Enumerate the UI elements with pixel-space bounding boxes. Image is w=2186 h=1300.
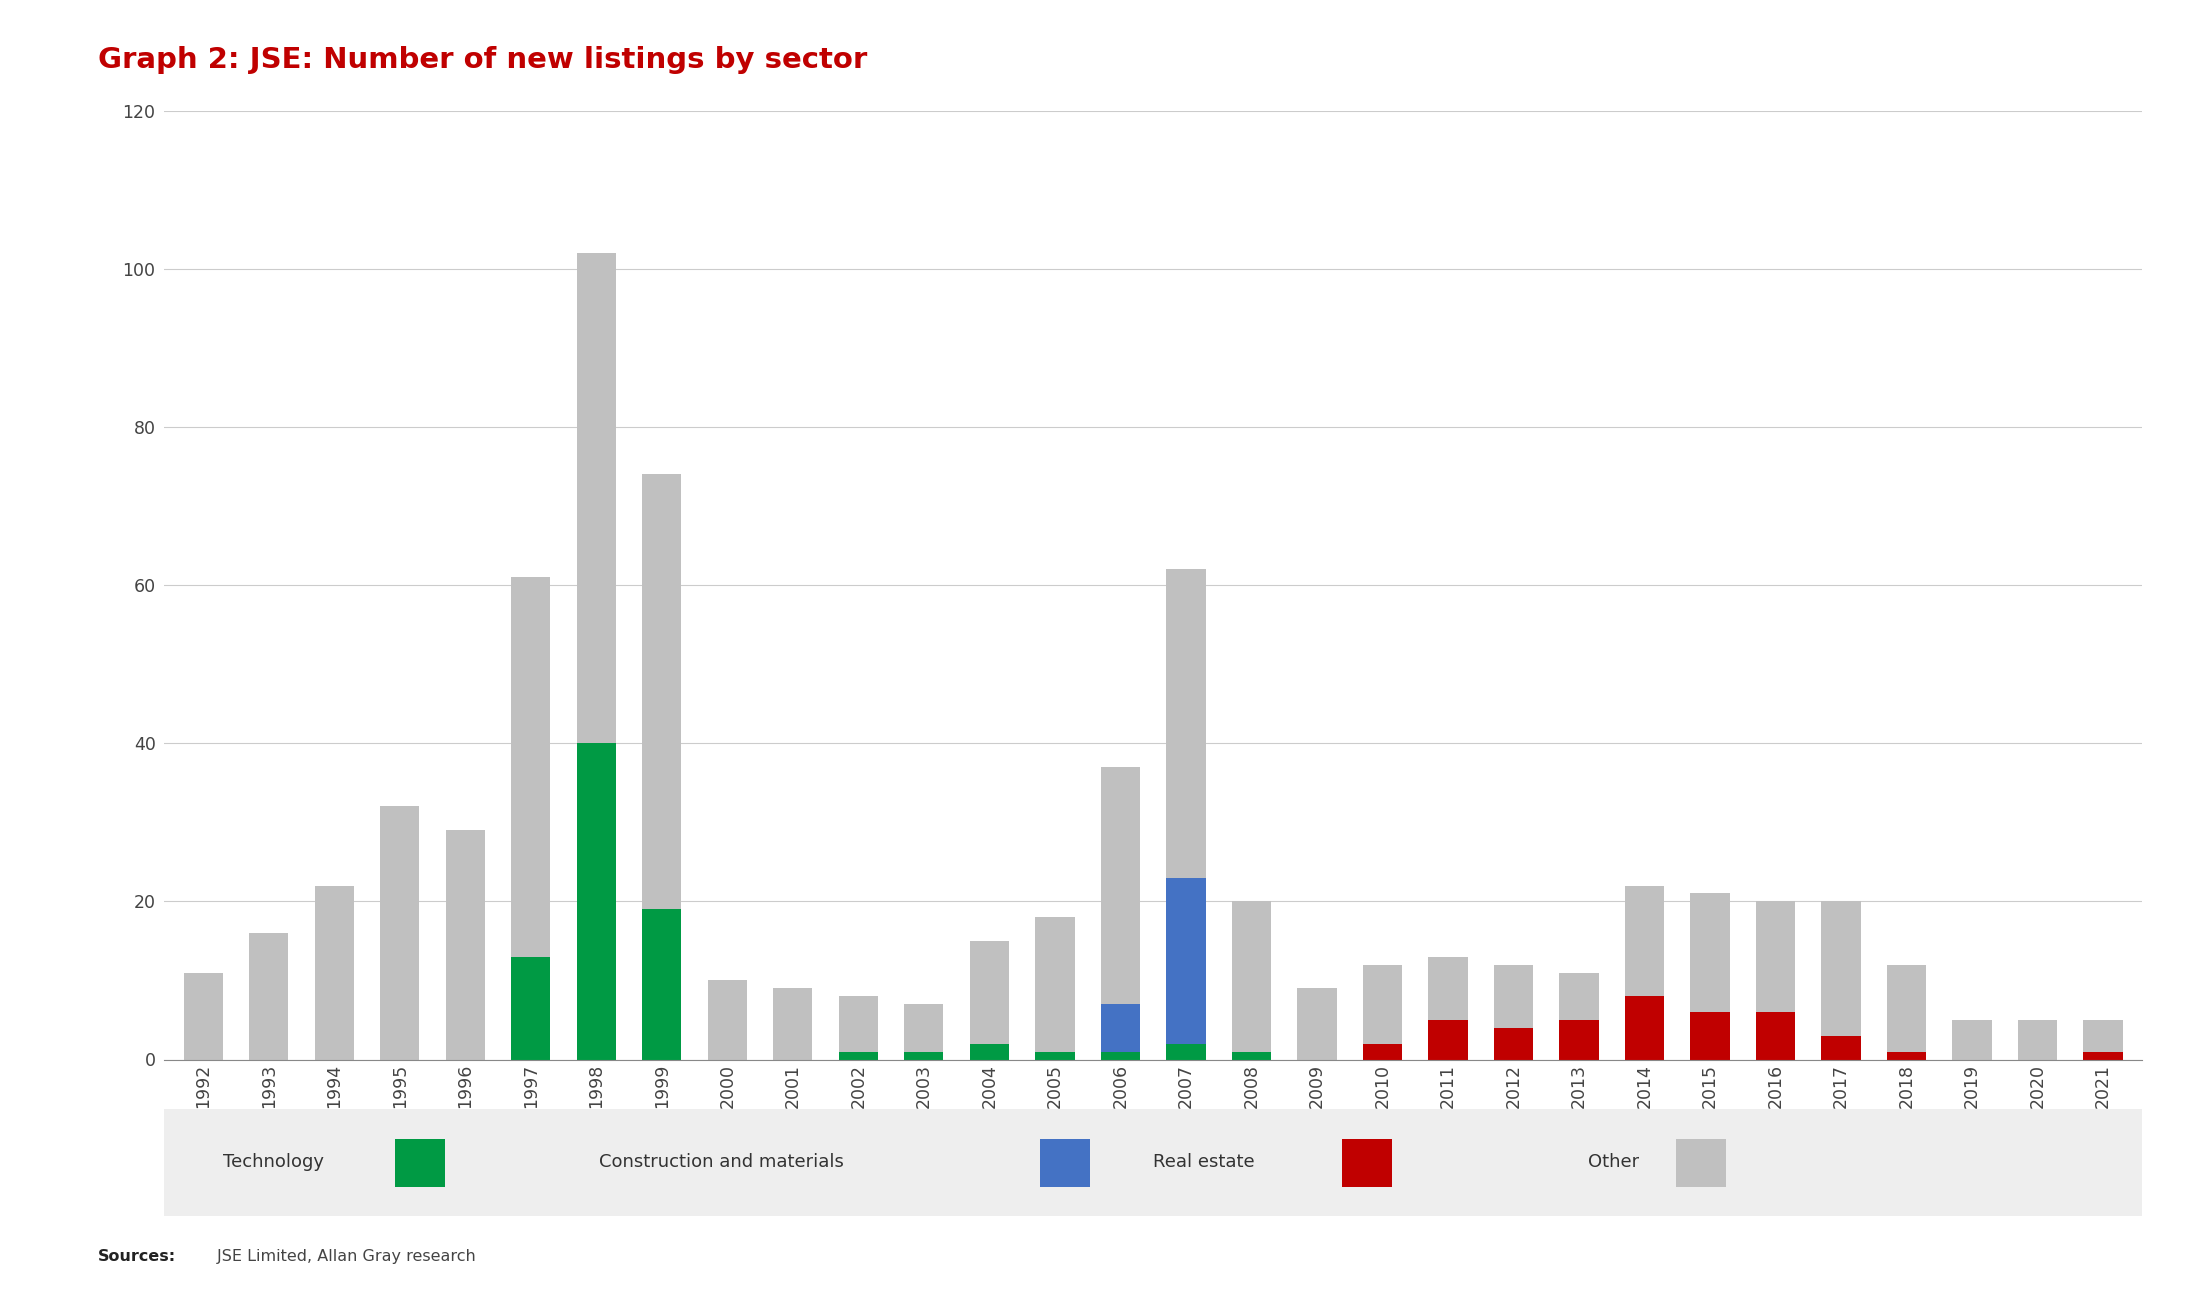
Bar: [839, 996, 879, 1052]
Bar: [380, 806, 420, 1060]
Bar: [1690, 1011, 1729, 1059]
Text: Real estate: Real estate: [1154, 1153, 1255, 1171]
Bar: [249, 933, 289, 1060]
Bar: [1165, 878, 1204, 1044]
Bar: [1041, 1139, 1091, 1187]
Bar: [1165, 569, 1204, 878]
Bar: [1362, 965, 1401, 1044]
Bar: [839, 1052, 879, 1060]
Text: Sources:: Sources:: [98, 1248, 177, 1264]
Text: Construction and materials: Construction and materials: [599, 1153, 844, 1171]
Bar: [184, 972, 223, 1060]
Bar: [2083, 1020, 2123, 1052]
Bar: [1362, 1044, 1401, 1060]
Bar: [1493, 1028, 1532, 1059]
Bar: [1231, 901, 1270, 1052]
Bar: [1624, 885, 1664, 996]
Bar: [396, 1139, 446, 1187]
Bar: [577, 744, 616, 1060]
Bar: [1559, 1020, 1598, 1060]
Bar: [708, 980, 748, 1060]
Bar: [1624, 996, 1664, 1060]
Bar: [446, 831, 485, 1060]
Bar: [774, 988, 813, 1060]
Bar: [971, 1044, 1010, 1060]
Bar: [1427, 1020, 1467, 1060]
Bar: [1677, 1139, 1725, 1187]
Bar: [643, 474, 682, 909]
Text: Other: Other: [1589, 1153, 1640, 1171]
Bar: [1296, 988, 1336, 1060]
Bar: [1342, 1139, 1392, 1187]
Bar: [315, 885, 354, 1060]
Bar: [1821, 901, 1860, 1036]
Bar: [971, 941, 1010, 1044]
Bar: [512, 577, 551, 957]
Bar: [1036, 918, 1076, 1052]
Bar: [1427, 957, 1467, 1020]
Bar: [1755, 1011, 1795, 1059]
Bar: [2083, 1052, 2123, 1060]
Bar: [1887, 1052, 1926, 1060]
Bar: [643, 909, 682, 1060]
Bar: [905, 1052, 944, 1060]
Bar: [1755, 901, 1795, 1011]
Text: Graph 2: JSE: Number of new listings by sector: Graph 2: JSE: Number of new listings by …: [98, 46, 868, 74]
Text: Technology: Technology: [223, 1153, 324, 1171]
Bar: [1102, 1052, 1141, 1060]
Bar: [1559, 972, 1598, 1020]
Text: JSE Limited, Allan Gray research: JSE Limited, Allan Gray research: [212, 1248, 477, 1264]
Bar: [1493, 965, 1532, 1028]
Bar: [905, 1004, 944, 1052]
Bar: [1165, 1044, 1204, 1060]
Bar: [1952, 1020, 1991, 1060]
Bar: [1690, 893, 1729, 1011]
Bar: [1036, 1052, 1076, 1060]
Bar: [1887, 965, 1926, 1052]
Bar: [1821, 1036, 1860, 1060]
Bar: [1102, 767, 1141, 1004]
Bar: [1231, 1052, 1270, 1060]
Bar: [2018, 1020, 2057, 1060]
Bar: [577, 254, 616, 744]
Bar: [512, 957, 551, 1060]
Bar: [1102, 1004, 1141, 1052]
